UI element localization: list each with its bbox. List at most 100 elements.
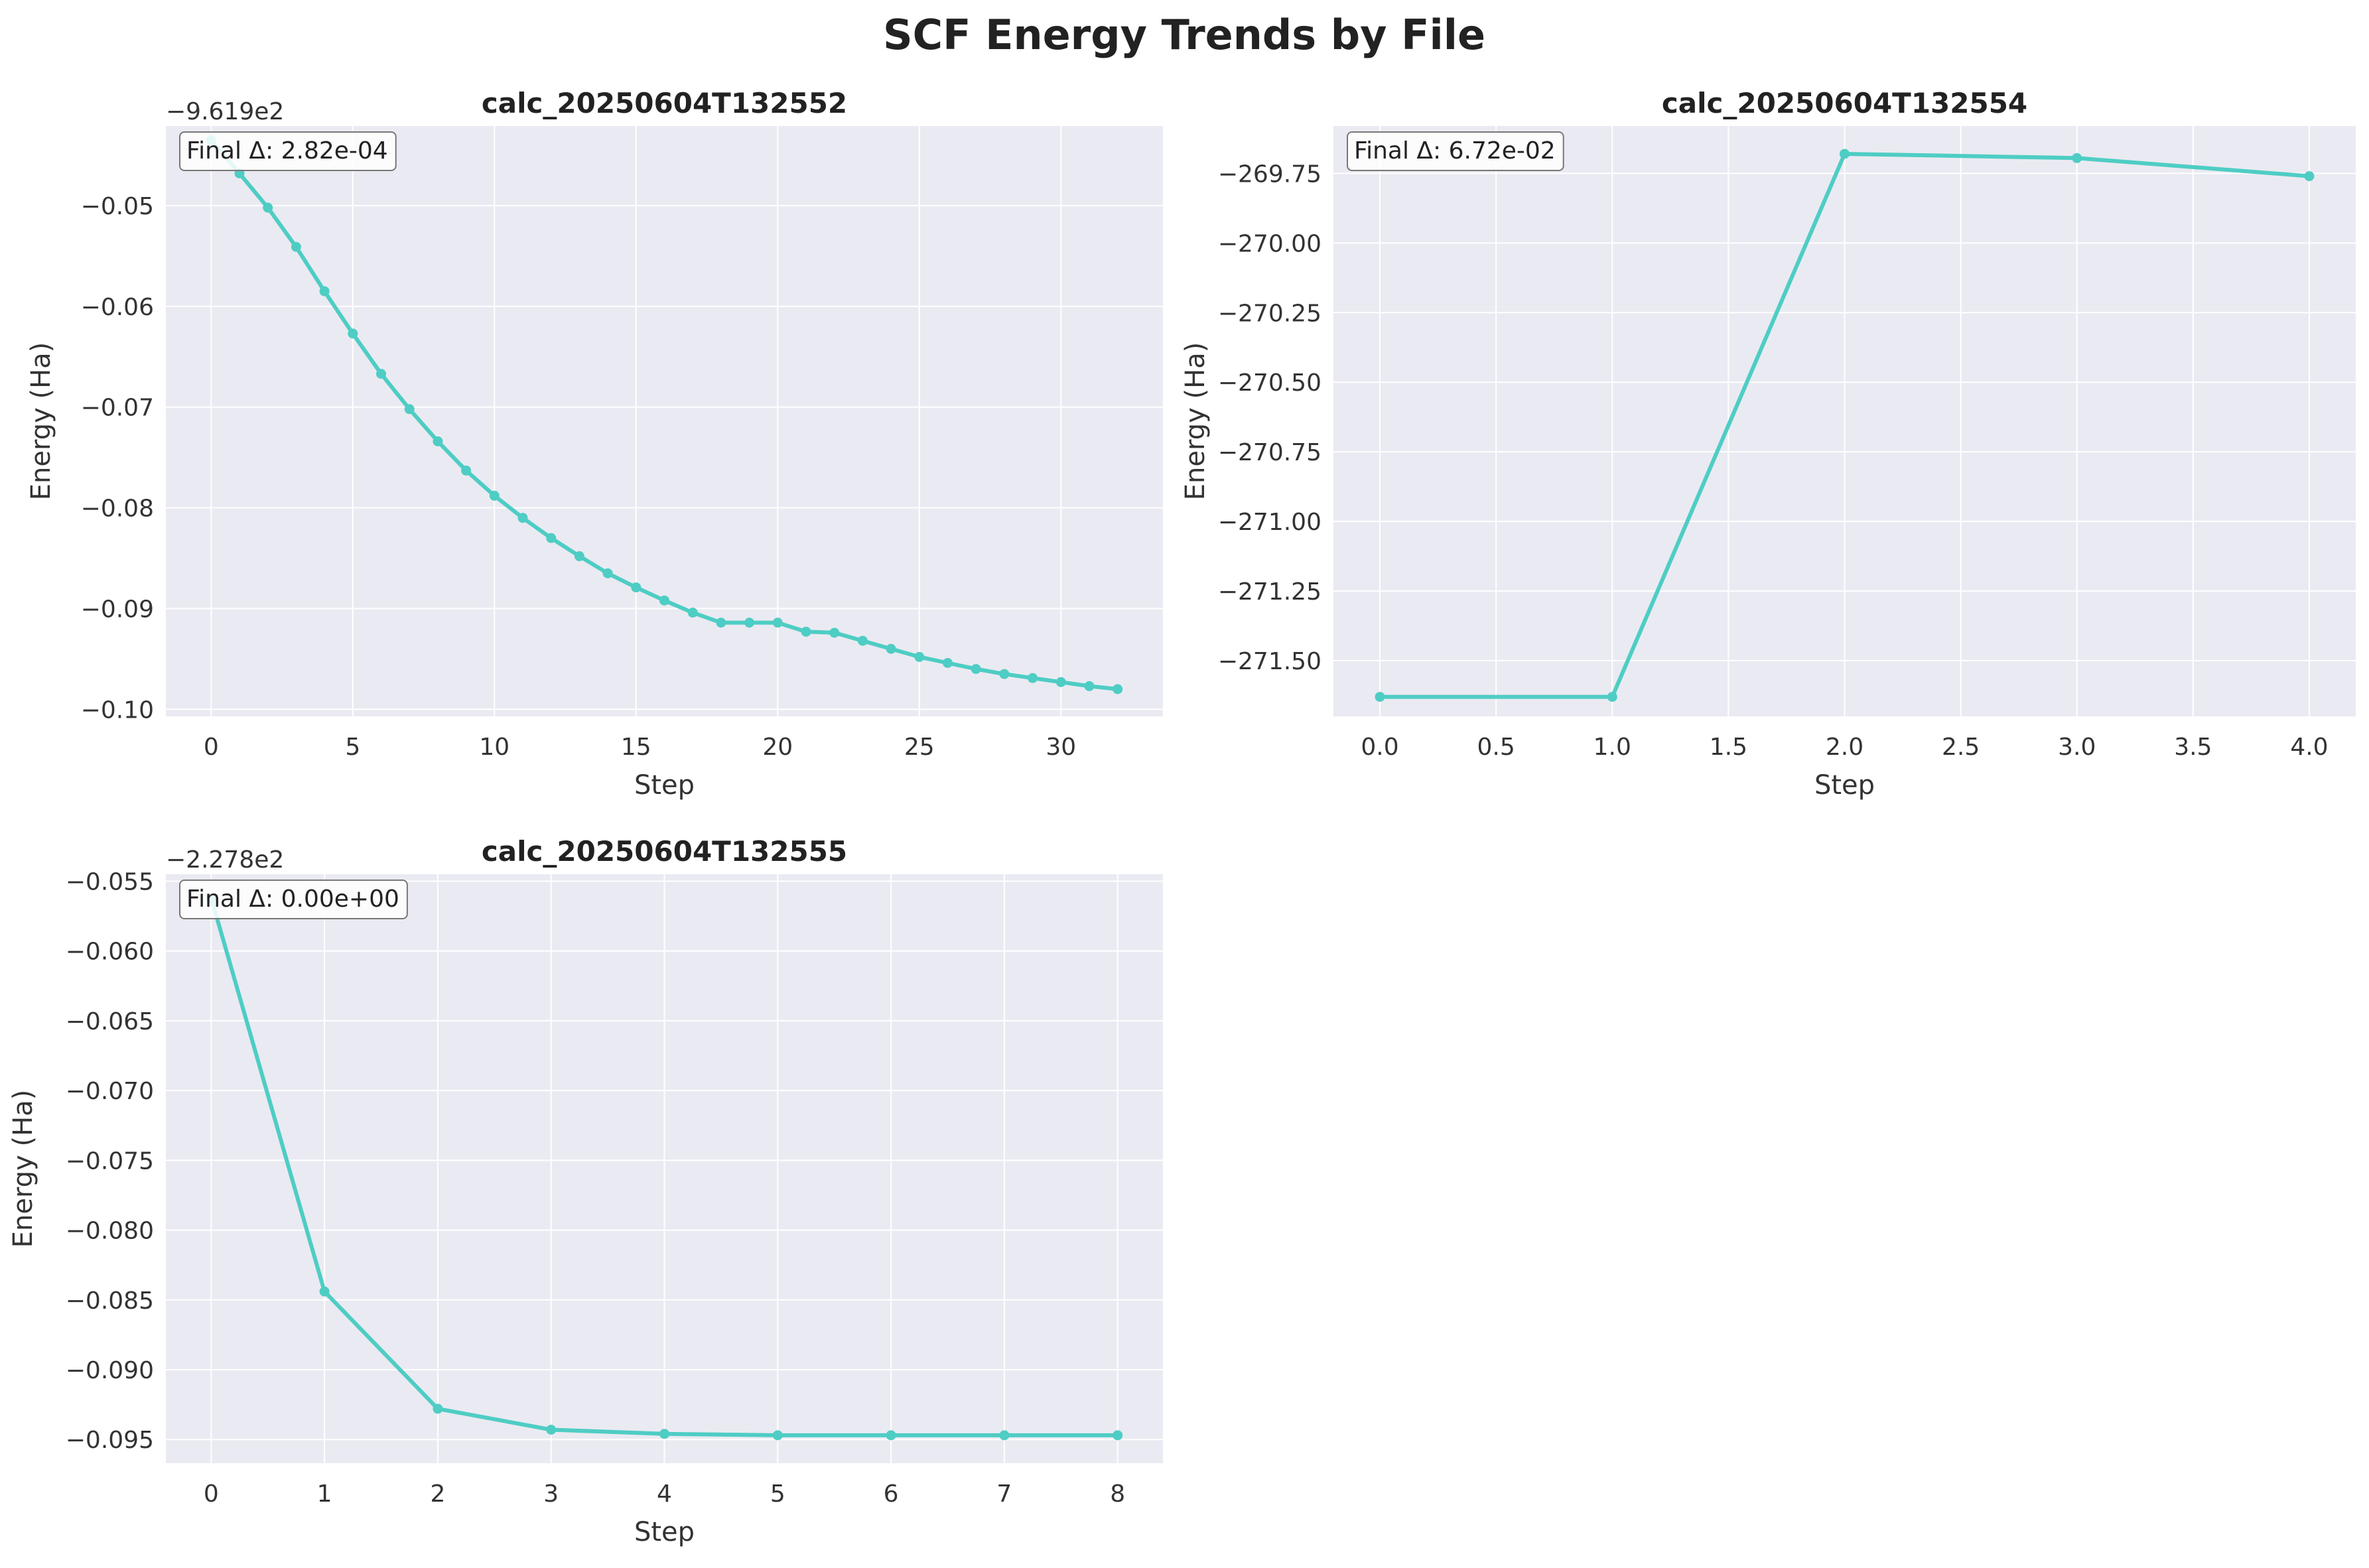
y-tick-label: −0.06: [81, 294, 154, 321]
figure-title: SCF Energy Trends by File: [883, 11, 1485, 59]
plots-container: 0 5 10 15 20 25 30−0.10−0.09−0.08−0.07−0.06−0.…: [8, 87, 2356, 1547]
y-tick-label: −0.05: [81, 193, 154, 220]
data-point: [546, 533, 557, 543]
y-tick-label: −270.75: [1218, 439, 1321, 466]
annotation-text: Final Δ: 6.72e-02: [1354, 137, 1556, 164]
y-tick-label: −269.75: [1218, 161, 1321, 188]
x-tick-label: 3: [543, 1480, 559, 1508]
y-tick-label: −0.055: [66, 869, 154, 896]
x-tick-label: 7: [996, 1480, 1012, 1508]
data-point: [857, 635, 868, 646]
x-tick-label: 3.5: [2174, 734, 2212, 761]
annotation-box: [179, 131, 397, 171]
y-tick-label: −0.09: [81, 596, 154, 623]
x-tick-label: 10: [479, 734, 509, 761]
data-point: [291, 241, 301, 252]
y-tick-label: −0.060: [66, 939, 154, 966]
data-point: [886, 1430, 896, 1441]
data-point: [829, 627, 840, 638]
series-group: [1375, 149, 2315, 702]
final-delta-annotation: Final Δ: 0.00e+00: [179, 880, 408, 919]
x-tick-label: 8: [1110, 1480, 1125, 1508]
x-tick-label: 0.5: [1477, 734, 1515, 761]
data-point: [433, 436, 443, 446]
data-point: [772, 1430, 783, 1441]
y-tick-label: −0.080: [66, 1218, 154, 1245]
x-tick-label: 2.5: [1942, 734, 1980, 761]
x-tick-label: 15: [621, 734, 651, 761]
x-tick-label: 30: [1046, 734, 1076, 761]
subplot-title: calc_20250604T132555: [482, 835, 847, 868]
data-point: [546, 1424, 557, 1435]
series-group: [206, 893, 1123, 1441]
data-point: [517, 513, 528, 523]
x-tick-label: 1.5: [1710, 734, 1747, 761]
y-tick-label: −0.090: [66, 1357, 154, 1384]
subplot-title: calc_20250604T132552: [482, 87, 847, 119]
x-tick-label: 3.0: [2058, 734, 2096, 761]
y-tick-label: −271.25: [1218, 578, 1321, 606]
x-tick-label: 2.0: [1826, 734, 1863, 761]
annotation-box: [1347, 131, 1564, 171]
data-point: [971, 664, 981, 675]
data-point: [461, 465, 472, 476]
subplot-3: 0 1 2 3 4 5 6 7 8 −0.095 −0.090 −0.085 −0.080 −0.075 −…: [8, 835, 1163, 1547]
data-point: [772, 618, 783, 628]
annotation-box: [179, 880, 408, 919]
data-point: [999, 669, 1010, 679]
data-point: [1084, 681, 1095, 691]
subplot-title: calc_20250604T132554: [1662, 87, 2027, 119]
data-point: [659, 595, 669, 606]
y-tick-label: −0.08: [81, 495, 154, 523]
y-tick-label: −0.075: [66, 1147, 154, 1175]
data-point: [1607, 692, 1617, 702]
data-point: [2304, 171, 2315, 182]
x-tick-label: 4: [657, 1480, 672, 1508]
y-axis-label: Energy (Ha): [1180, 342, 1211, 501]
y-axis-label: Energy (Ha): [8, 1090, 38, 1248]
data-point: [433, 1404, 443, 1414]
data-point: [1055, 677, 1066, 687]
y-tick-label: −0.065: [66, 1008, 154, 1035]
y-tick-label: −271.00: [1218, 509, 1321, 536]
subplot-2: 0.0 0.5 1.0 1.5 2.0 2.5 3.0 3.5 4.0 −271.50 −271.2…: [1180, 87, 2356, 801]
data-point: [716, 618, 726, 628]
x-tick-label: 20: [762, 734, 793, 761]
subplot-1: 0 5 10 15 20 25 30 −0.10 −0.09 −0.08 −0.07 −0.06 −0.…: [26, 87, 1163, 801]
x-tick-label: 4.0: [2290, 734, 2328, 761]
data-point: [263, 202, 273, 213]
y-tick-label: −271.50: [1218, 648, 1321, 675]
x-tick-label: 25: [904, 734, 935, 761]
data-point: [489, 490, 500, 501]
y-tick-label: −0.070: [66, 1078, 154, 1105]
x-axis-label: Step: [634, 1517, 695, 1547]
data-point: [602, 568, 613, 578]
y-axis-label: Energy (Ha): [26, 342, 56, 501]
data-point: [659, 1429, 669, 1439]
x-tick-label: 0: [204, 734, 219, 761]
data-point: [942, 658, 953, 669]
x-tick-label: 0: [204, 1480, 219, 1508]
data-point: [319, 286, 330, 296]
data-point: [687, 608, 698, 618]
x-tick-label: 1.0: [1593, 734, 1631, 761]
y-tick-label: −0.10: [81, 696, 154, 724]
y-tick-label: −270.25: [1218, 300, 1321, 327]
x-tick-label: 5: [345, 734, 360, 761]
data-point: [744, 618, 755, 628]
plot-area: [166, 126, 1163, 716]
data-point: [376, 369, 387, 379]
data-point: [999, 1430, 1010, 1441]
annotation-text: Final Δ: 0.00e+00: [186, 885, 399, 913]
data-point: [574, 551, 584, 562]
series-group: [206, 135, 1123, 694]
axis-offset-label: −9.619e2: [166, 98, 284, 125]
data-point: [886, 643, 896, 654]
data-point: [914, 651, 925, 662]
x-tick-label: 0.0: [1361, 734, 1398, 761]
x-axis-label: Step: [1814, 770, 1875, 801]
y-tick-label: −0.07: [81, 395, 154, 422]
data-point: [1113, 1430, 1123, 1441]
y-tick-label: −270.50: [1218, 369, 1321, 397]
